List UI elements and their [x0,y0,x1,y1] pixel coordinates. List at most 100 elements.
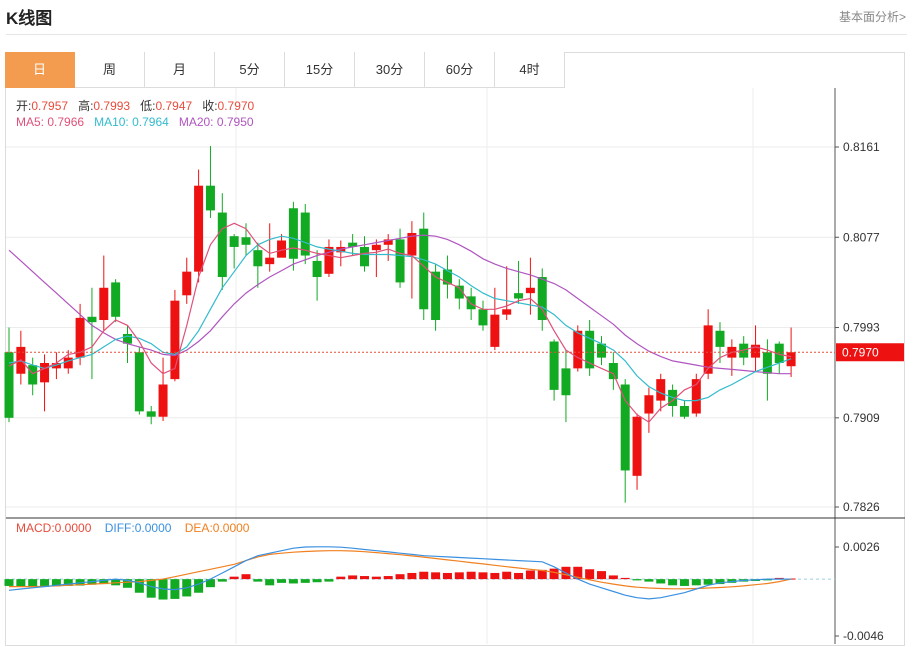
candle-body [324,246,334,274]
candle-body [265,257,275,265]
macd-bar [99,579,109,585]
candle-body [597,343,606,358]
tab-4hour[interactable]: 4时 [495,52,565,88]
candle-body [751,344,761,358]
candle-body [300,212,310,256]
candle-body [134,352,144,412]
ma5-value: 0.7966 [47,115,85,129]
macd-bar [573,566,583,580]
candle-body [774,343,784,363]
candle-body [620,384,630,471]
candle-body [561,368,571,396]
tab-week[interactable]: 周 [75,52,145,88]
candle-body [205,185,215,211]
candle-body [182,271,192,296]
tab-day[interactable]: 日 [5,52,75,88]
macd-bar [715,579,725,585]
macd-label: MACD: [16,521,55,535]
dea-value: 0.0000 [212,521,250,535]
macd-bar [16,579,26,587]
tab-30min[interactable]: 30分 [355,52,425,88]
macd-bar [241,574,251,580]
candle-body [691,379,701,414]
candle-body [762,352,772,374]
candle-body [229,236,239,247]
candle-body [348,242,358,247]
tab-5min[interactable]: 5分 [215,52,285,88]
macd-bar [691,579,701,586]
candle-body [123,333,132,344]
ma20-value: 0.7950 [216,115,254,129]
candle-body [4,352,14,418]
candle-body [502,309,512,315]
high-value: 0.7993 [93,99,131,113]
macd-bar [51,579,61,587]
macd-bar [300,579,310,583]
tab-month[interactable]: 月 [145,52,215,88]
close-value: 0.7970 [217,99,255,113]
candle-body [63,357,73,369]
macd-bar [656,579,666,584]
macd-bar [63,579,73,586]
candle-body [419,228,429,310]
low-value: 0.7947 [155,99,193,113]
candle-body [87,316,97,323]
fundamental-analysis-link[interactable]: 基本面分析> [838,10,906,24]
header-divider [6,34,907,35]
ma20-label: MA20: [178,115,214,129]
candle-body [40,363,50,383]
candle-body [383,239,393,245]
candle-body [454,285,464,299]
tab-60min[interactable]: 60分 [425,52,495,88]
period-tabs: 日 周 月 5分 15分 30分 60分 4时 [5,52,565,88]
candle-body [632,416,642,476]
macd-bar [194,579,204,593]
macd-bar [371,576,381,580]
price-tick-label: 0.8161 [843,140,880,154]
candle-body [549,341,559,390]
macd-bar [668,579,678,586]
macd-bar [407,572,417,580]
diff-line [8,546,792,600]
candle-body [241,237,251,245]
current-price-tag [836,343,904,362]
macd-bar [205,579,215,588]
macd-bar [762,579,772,581]
price-tick-label: 0.8077 [843,230,880,244]
macd-bar [727,579,737,583]
candle-body [442,269,452,285]
candle-body [573,330,583,369]
macd-bar [288,579,298,584]
candle-body [111,282,121,317]
candle-body [490,314,500,347]
ma10-label: MA10: [94,115,129,129]
candle-body [99,287,109,321]
candle-body [608,363,618,380]
ma20-line [8,234,792,375]
macd-value: 0.0000 [54,521,92,535]
candle-body [514,293,524,299]
candle-body [288,208,298,259]
macd-bar [40,579,50,587]
ma-readout: MA5: 0.7966 MA10: 0.7964 MA20: 0.7950 [16,115,254,129]
macd-bar [466,571,476,580]
tab-15min[interactable]: 15分 [285,52,355,88]
candle-body [158,384,168,417]
candle-body [170,300,180,380]
macd-bar [123,579,132,588]
low-label: 低: [140,99,156,113]
macd-bar [597,571,606,580]
macd-bar [419,571,429,580]
ma10-line [8,235,792,402]
candle-body [525,287,535,294]
macd-bar [478,572,488,580]
macd-tick-label: 0.0026 [843,540,880,554]
candle-body [253,250,263,267]
macd-bar [360,576,369,580]
candle-body [28,365,38,385]
dea-label: DEA: [184,521,213,535]
candle-body [360,246,369,267]
macd-bar [549,568,559,580]
macd-bar [4,579,14,586]
